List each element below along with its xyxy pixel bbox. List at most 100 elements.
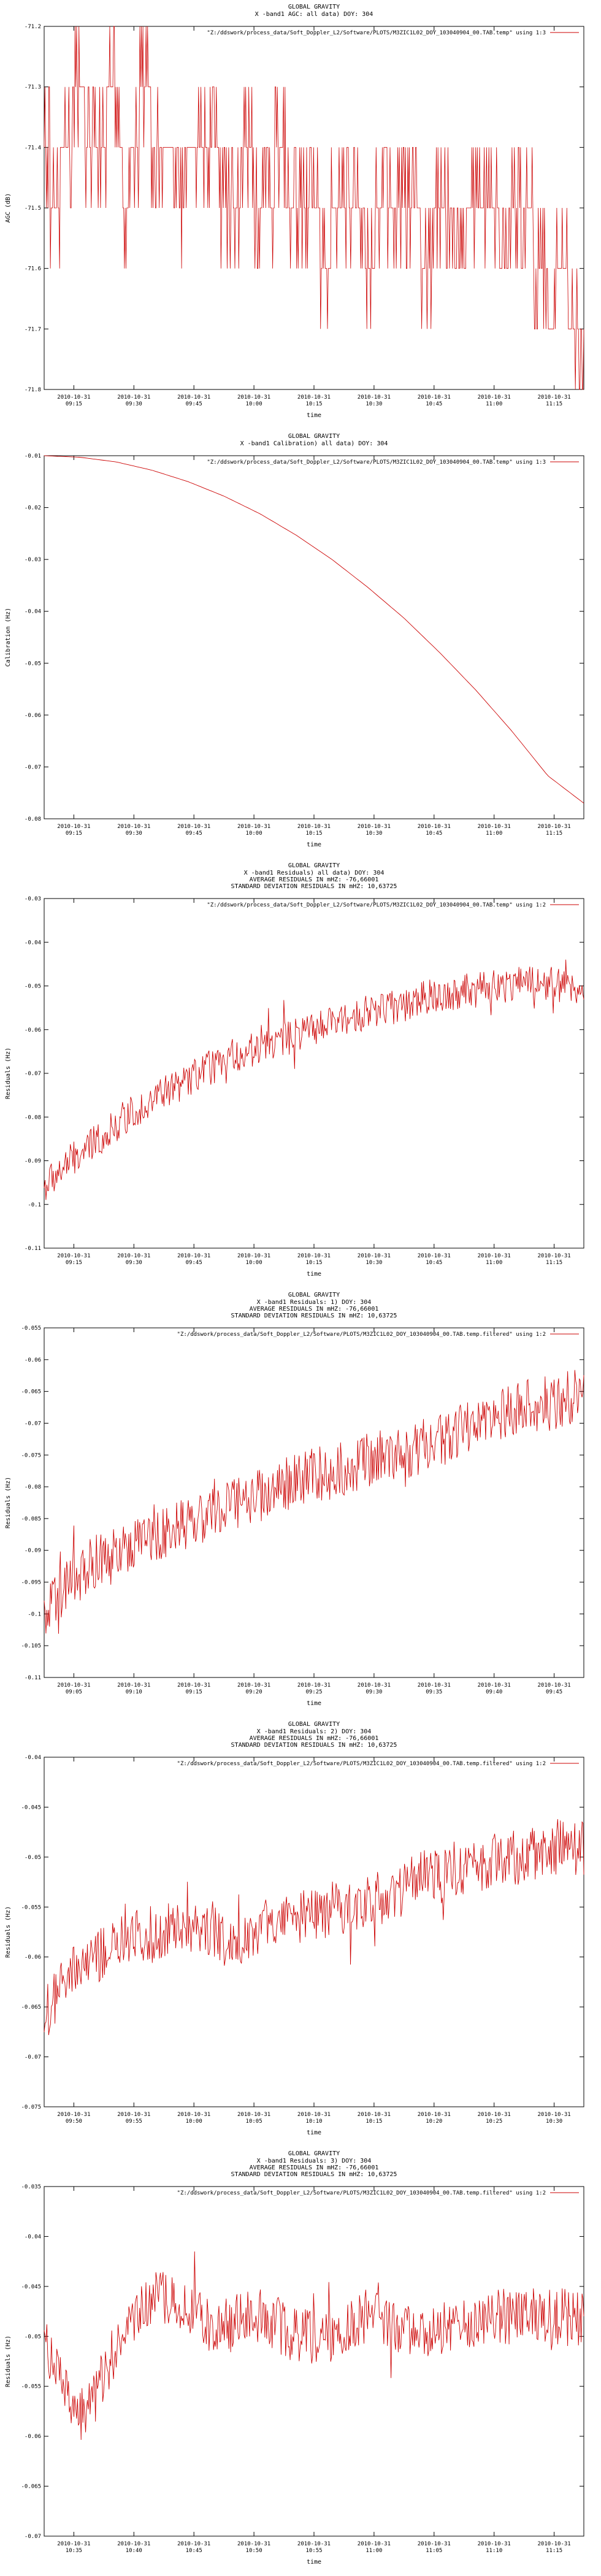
y-tick-label: -0.045 [21, 1804, 41, 1811]
y-tick-label: -71.2 [25, 24, 41, 30]
chart-subtitle: X -band1 AGC: all data) DOY: 304 [255, 11, 373, 18]
legend-entry: "Z:/ddswork/process_data/Soft_Doppler_L2… [207, 902, 546, 908]
y-tick-label: -0.075 [21, 2104, 41, 2110]
x-tick-date: 2010-10-31 [538, 2112, 571, 2118]
y-tick-label: -71.4 [25, 145, 41, 151]
x-tick-time: 11:00 [486, 1260, 502, 1266]
x-tick-time: 10:25 [486, 2118, 502, 2125]
x-tick-date: 2010-10-31 [478, 394, 511, 401]
chart-title: GLOBAL GRAVITY [288, 4, 340, 10]
x-tick-date: 2010-10-31 [57, 824, 90, 830]
chart-title: GLOBAL GRAVITY [288, 433, 340, 440]
x-tick-time: 09:20 [246, 1689, 262, 1695]
x-tick-date: 2010-10-31 [237, 394, 270, 401]
x-tick-date: 2010-10-31 [57, 2541, 90, 2547]
chart-subtitle: AVERAGE RESIDUALS IN mHZ: -76,66001 [250, 1306, 379, 1313]
x-tick-time: 09:05 [66, 1689, 82, 1695]
y-tick-label: -0.105 [21, 1643, 41, 1649]
y-tick-label: -0.095 [21, 1580, 41, 1586]
y-tick-label: -0.05 [25, 661, 41, 667]
x-tick-date: 2010-10-31 [358, 2112, 391, 2118]
chart-subtitle: X -band1 Calibration) all data) DOY: 304 [240, 440, 388, 447]
x-axis-label: time [307, 412, 321, 419]
y-axis-label: Residuals (Hz) [5, 1048, 12, 1099]
x-tick-date: 2010-10-31 [237, 1682, 270, 1689]
y-tick-label: -0.085 [21, 1516, 41, 1522]
x-tick-date: 2010-10-31 [117, 1682, 150, 1689]
y-axis-label: Residuals (Hz) [5, 2336, 12, 2387]
x-tick-date: 2010-10-31 [538, 394, 571, 401]
x-tick-date: 2010-10-31 [297, 824, 331, 830]
x-tick-time: 11:00 [366, 2548, 382, 2554]
y-tick-label: -0.055 [21, 1904, 41, 1911]
y-tick-label: -0.065 [21, 1389, 41, 1395]
y-tick-label: -0.07 [25, 1071, 41, 1077]
y-tick-label: -0.11 [25, 1246, 41, 1252]
x-tick-date: 2010-10-31 [177, 1682, 210, 1689]
x-tick-date: 2010-10-31 [358, 1253, 391, 1259]
x-tick-date: 2010-10-31 [358, 824, 391, 830]
y-tick-label: -0.05 [25, 984, 41, 990]
x-tick-time: 11:05 [426, 2548, 442, 2554]
x-tick-time: 10:40 [126, 2548, 142, 2554]
chart-subtitle: AVERAGE RESIDUALS IN mHZ: -76,66001 [250, 1735, 379, 1742]
x-tick-date: 2010-10-31 [237, 2541, 270, 2547]
x-tick-time: 11:15 [546, 830, 562, 837]
y-tick-label: -71.6 [25, 266, 41, 272]
x-tick-date: 2010-10-31 [418, 824, 451, 830]
chart-title: GLOBAL GRAVITY [288, 1721, 340, 1728]
x-tick-date: 2010-10-31 [117, 394, 150, 401]
x-tick-time: 10:50 [246, 2548, 262, 2554]
x-tick-time: 09:30 [126, 1260, 142, 1266]
chart-subtitle: STANDARD DEVIATION RESIDUALS IN mHZ: 10,… [231, 1742, 397, 1749]
plot-frame [44, 2186, 584, 2537]
x-tick-time: 10:15 [305, 401, 322, 407]
y-tick-label: -71.3 [25, 85, 41, 91]
y-tick-label: -0.1 [28, 1611, 41, 1617]
y-tick-label: -0.02 [25, 505, 41, 512]
x-tick-time: 10:15 [305, 1260, 322, 1266]
chart-subtitle: X -band1 Residuals: 2) DOY: 304 [257, 1728, 372, 1735]
x-tick-date: 2010-10-31 [117, 824, 150, 830]
y-tick-label: -0.065 [21, 2484, 41, 2490]
y-tick-label: -0.055 [21, 2384, 41, 2390]
x-axis-label: time [307, 2129, 321, 2136]
x-tick-time: 10:55 [305, 2548, 322, 2554]
x-axis-label: time [307, 1271, 321, 1278]
x-tick-date: 2010-10-31 [237, 1253, 270, 1259]
x-tick-time: 09:15 [186, 1689, 202, 1695]
x-tick-date: 2010-10-31 [57, 394, 90, 401]
x-tick-date: 2010-10-31 [538, 824, 571, 830]
x-tick-time: 11:15 [546, 401, 562, 407]
x-tick-time: 10:45 [426, 1260, 442, 1266]
chart-subtitle: STANDARD DEVIATION RESIDUALS IN mHZ: 10,… [231, 883, 397, 890]
y-tick-label: -0.045 [21, 2284, 41, 2290]
x-tick-date: 2010-10-31 [297, 2541, 331, 2547]
x-tick-time: 11:00 [486, 401, 502, 407]
y-tick-label: -0.06 [25, 1027, 41, 1033]
y-tick-label: -0.035 [21, 2184, 41, 2190]
x-tick-time: 10:45 [426, 830, 442, 837]
y-tick-label: -0.03 [25, 896, 41, 902]
x-tick-time: 10:20 [426, 2118, 442, 2125]
data-line [44, 455, 584, 803]
x-tick-time: 10:45 [186, 2548, 202, 2554]
x-tick-time: 09:15 [66, 830, 82, 837]
x-tick-date: 2010-10-31 [117, 2112, 150, 2118]
y-tick-label: -0.04 [25, 609, 41, 615]
x-tick-date: 2010-10-31 [478, 1682, 511, 1689]
y-axis-label: Residuals (Hz) [5, 1906, 12, 1958]
y-tick-label: -0.05 [25, 1855, 41, 1861]
x-tick-date: 2010-10-31 [297, 1682, 331, 1689]
x-tick-date: 2010-10-31 [297, 394, 331, 401]
x-tick-time: 09:45 [186, 1260, 202, 1266]
y-tick-label: -0.07 [25, 2534, 41, 2540]
x-tick-date: 2010-10-31 [237, 824, 270, 830]
x-tick-date: 2010-10-31 [117, 1253, 150, 1259]
y-tick-label: -0.03 [25, 557, 41, 563]
y-tick-label: -0.075 [21, 1452, 41, 1459]
y-tick-label: -0.055 [21, 1325, 41, 1332]
